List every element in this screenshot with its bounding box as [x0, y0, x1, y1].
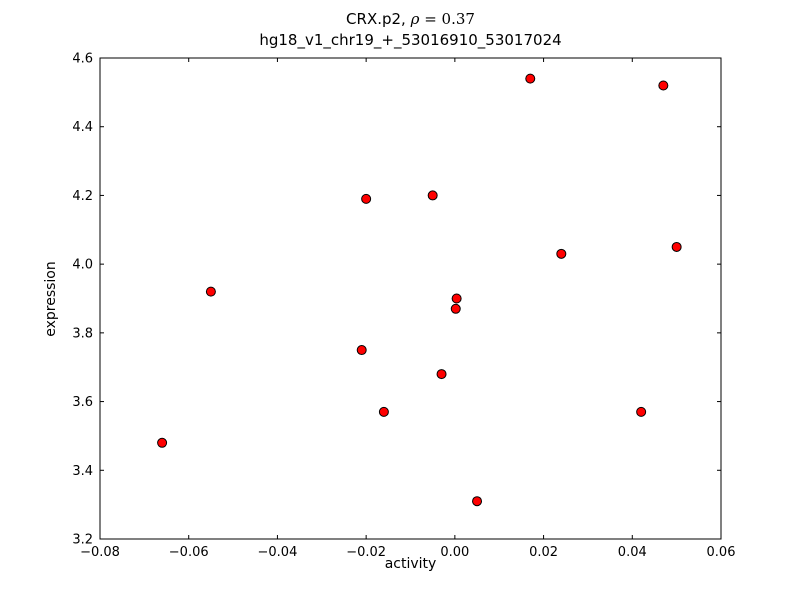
x-tick-label: −0.06	[169, 545, 209, 560]
rho-symbol: ρ	[410, 10, 420, 28]
y-tick-label: 4.6	[72, 52, 93, 67]
data-point	[205, 286, 216, 297]
data-point	[451, 293, 462, 304]
data-point	[378, 406, 389, 417]
data-point	[157, 437, 168, 448]
rho-value: = 0.37	[419, 10, 475, 28]
y-axis-label: expression	[43, 261, 59, 337]
data-point	[450, 303, 461, 314]
plot-frame	[99, 57, 722, 540]
data-point	[436, 369, 447, 380]
data-point	[525, 73, 536, 84]
title-text-prefix: CRX.p2,	[346, 10, 411, 28]
data-point	[472, 496, 483, 507]
y-tick-label: 4.4	[72, 120, 93, 135]
data-point	[361, 193, 372, 204]
x-axis-label: activity	[384, 556, 437, 572]
data-point	[356, 345, 367, 356]
plot-title: CRX.p2, ρ = 0.37	[100, 10, 721, 29]
data-point	[556, 248, 567, 259]
y-tick-label: 3.8	[72, 326, 93, 341]
x-tick-label: 0.02	[529, 545, 558, 560]
y-tick-label: 4.2	[72, 189, 93, 204]
data-point	[427, 190, 438, 201]
y-tick-label: 4.0	[72, 258, 93, 273]
y-tick-label: 3.4	[72, 464, 93, 479]
x-tick-label: 0.06	[707, 545, 736, 560]
x-tick-label: −0.04	[258, 545, 298, 560]
data-point	[636, 406, 647, 417]
x-tick-label: 0.00	[440, 545, 469, 560]
x-tick-label: −0.02	[346, 545, 386, 560]
y-tick-label: 3.6	[72, 395, 93, 410]
data-point	[671, 241, 682, 252]
y-tick-label: 3.2	[72, 533, 93, 548]
x-tick-label: 0.04	[618, 545, 647, 560]
plot-subtitle: hg18_v1_chr19_+_53016910_53017024	[259, 31, 562, 49]
x-tick-label: −0.08	[80, 545, 120, 560]
data-point	[658, 80, 669, 91]
